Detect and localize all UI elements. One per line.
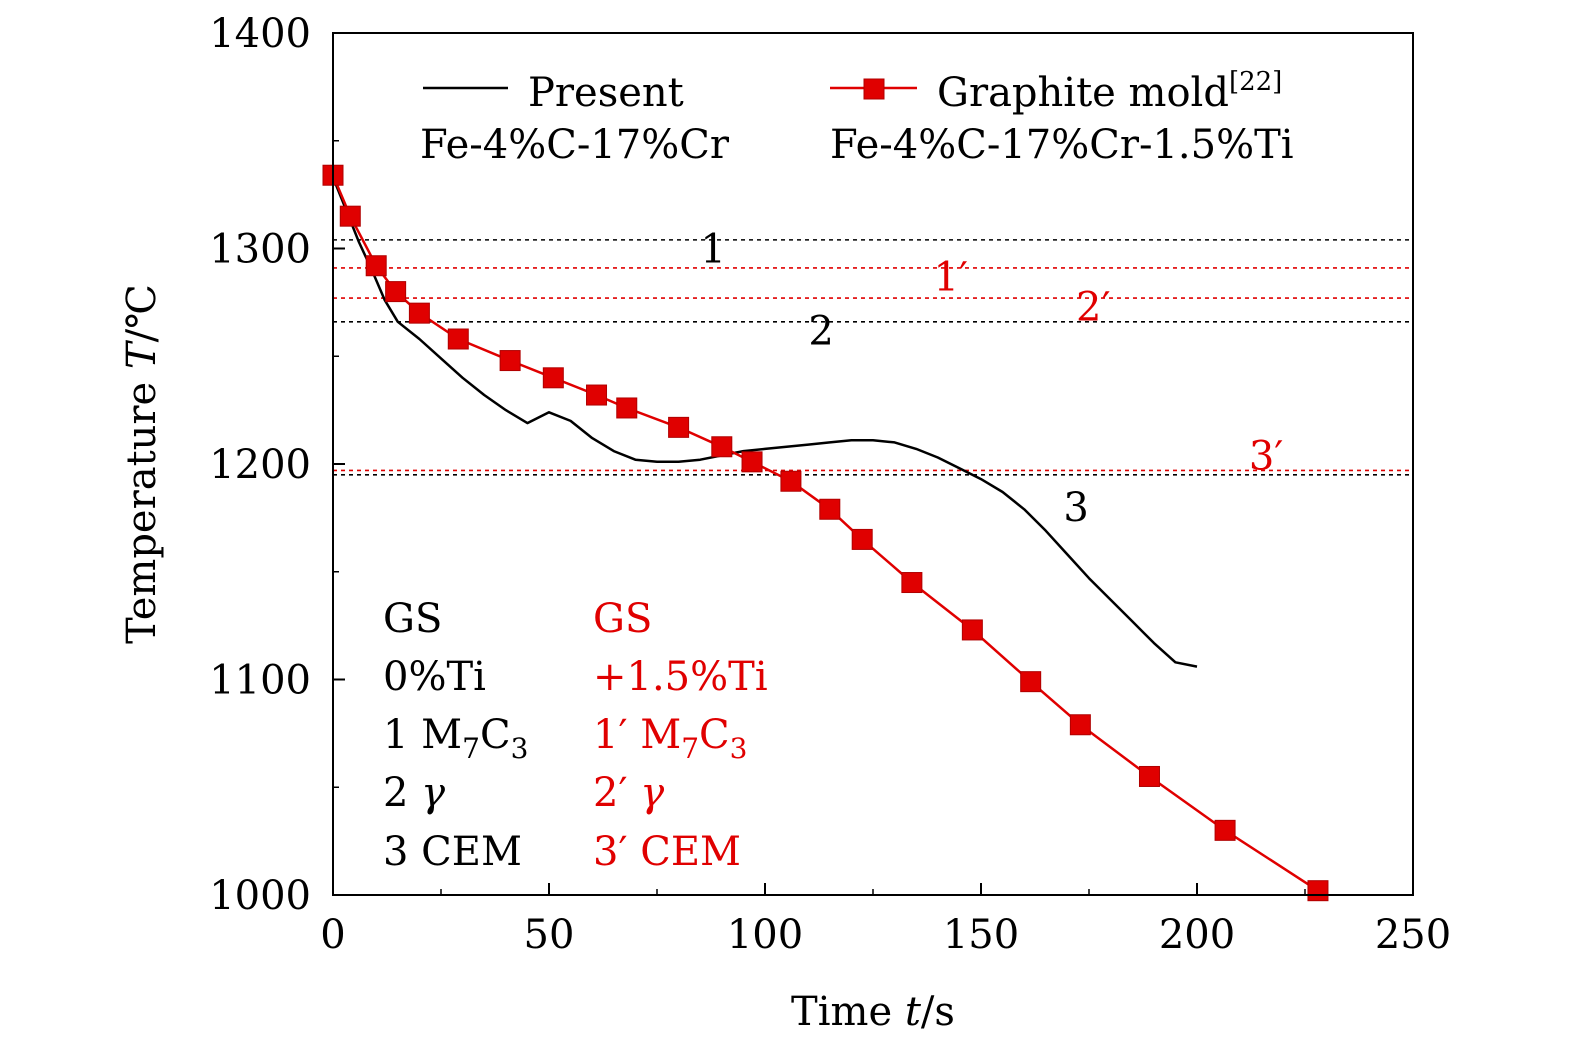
x-tick-label-4: 200 — [1159, 912, 1235, 958]
reference-lines — [333, 239, 1413, 476]
annotation-red-3: 2′ γ — [593, 770, 664, 816]
series-1-marker-15 — [851, 528, 873, 550]
series-1-marker-4 — [408, 302, 430, 324]
legend-sub-present: Fe-4%C-17%Cr — [420, 122, 730, 168]
x-tick-label-5: 250 — [1375, 912, 1451, 958]
y-tick-label-0: 1000 — [209, 873, 311, 919]
y-axis-title: Temperature T/℃ — [119, 284, 165, 644]
x-axis: 0 50 100 150 200 250 — [320, 883, 1451, 958]
series-1-marker-20 — [1138, 765, 1160, 787]
reference-labels: 1 1′ 2′ 2 3′ 3 — [700, 227, 1283, 532]
y-tick-label-4: 1400 — [209, 11, 311, 57]
y-tick-label-3: 1300 — [209, 227, 311, 273]
series-layer — [322, 164, 1329, 902]
annotation-red-2: 1′ M7C3 — [593, 712, 747, 765]
reference-label-5: 3 — [1063, 485, 1088, 531]
x-axis-symbol: t — [905, 989, 922, 1035]
reference-label-2: 2′ — [1076, 285, 1111, 331]
series-1-marker-10 — [668, 416, 690, 438]
series-1-marker-2 — [365, 255, 387, 277]
annotation-red-4: 3′ CEM — [593, 829, 741, 875]
series-1-marker-6 — [499, 350, 521, 372]
series-1-marker-7 — [542, 367, 564, 389]
series-1-marker-22 — [1307, 880, 1329, 902]
reference-label-4: 3′ — [1249, 433, 1284, 479]
x-tick-label-2: 100 — [727, 912, 803, 958]
series-1-marker-12 — [741, 451, 763, 473]
y-axis: 1000 1100 1200 1300 1400 — [209, 11, 345, 919]
legend-label-graphite-text: Graphite mold — [937, 70, 1229, 116]
y-tick-label-1: 1100 — [209, 658, 311, 704]
series-line-0 — [331, 176, 1198, 668]
legend-label-graphite: Graphite mold[22] — [937, 67, 1282, 116]
series-1-marker-8 — [586, 384, 608, 406]
annotation-black-3: 2 γ — [383, 770, 445, 816]
x-tick-label-3: 150 — [943, 912, 1019, 958]
reference-label-3: 2 — [808, 308, 833, 354]
series-1-marker-5 — [447, 328, 469, 350]
legend-label-graphite-ref: [22] — [1229, 67, 1282, 97]
annotation-black-4: 3 CEM — [383, 829, 522, 875]
legend-sub-graphite: Fe-4%C-17%Cr-1.5%Ti — [830, 122, 1294, 168]
series-1-marker-1 — [339, 205, 361, 227]
y-axis-symbol: T — [119, 339, 165, 369]
x-tick-label-0: 0 — [320, 912, 345, 958]
series-1-marker-9 — [616, 397, 638, 419]
x-axis-title: Time t/s — [791, 989, 955, 1035]
legend-label-present: Present — [528, 70, 684, 116]
series-1-marker-14 — [819, 498, 841, 520]
series-1-marker-3 — [385, 281, 407, 303]
phase-annotations: GS 0%Ti 1 M7C3 2 γ 3 CEM GS +1.5%Ti 1′ M… — [383, 596, 768, 875]
annotation-black-1: 0%Ti — [383, 654, 486, 700]
series-1-marker-17 — [961, 619, 983, 641]
series-1-marker-21 — [1214, 819, 1236, 841]
legend-marker-graphite — [863, 78, 885, 100]
legend: Present Fe-4%C-17%Cr Graphite mold[22] F… — [420, 67, 1294, 168]
series-1-marker-19 — [1069, 714, 1091, 736]
series-1-marker-18 — [1020, 671, 1042, 693]
y-tick-label-2: 1200 — [209, 442, 311, 488]
reference-label-0: 1 — [700, 227, 725, 273]
series-1-marker-13 — [780, 470, 802, 492]
reference-label-1: 1′ — [933, 255, 968, 301]
series-1-marker-11 — [711, 436, 733, 458]
annotation-red-1: +1.5%Ti — [593, 654, 768, 700]
annotation-black-0: GS — [383, 596, 442, 642]
series-1-marker-16 — [901, 572, 923, 594]
annotation-black-2: 1 M7C3 — [383, 712, 528, 765]
annotation-red-0: GS — [593, 596, 652, 642]
x-tick-label-1: 50 — [524, 912, 575, 958]
